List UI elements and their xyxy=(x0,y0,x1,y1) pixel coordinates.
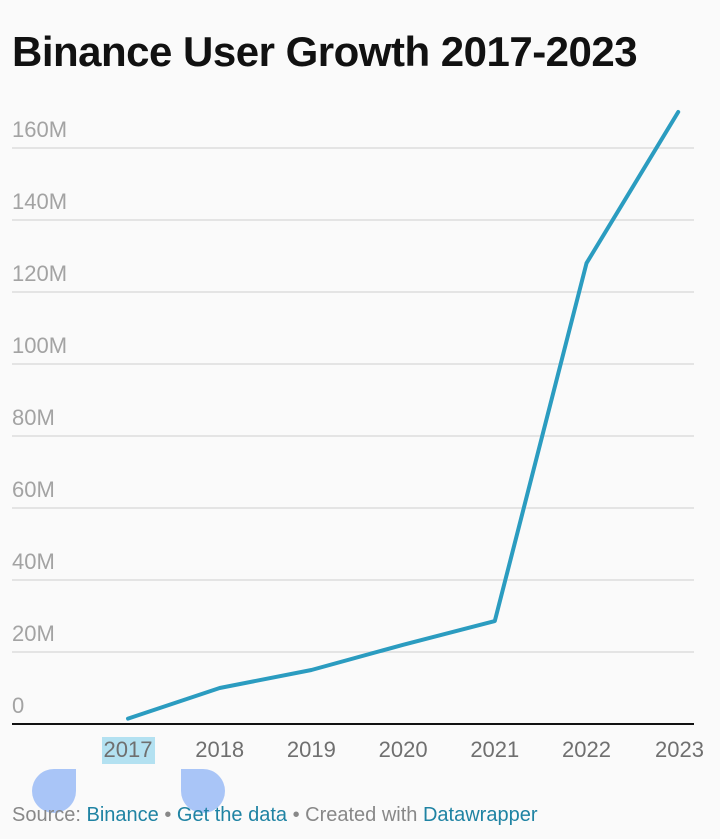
selection-handle-end[interactable] xyxy=(181,769,225,813)
x-tick-label: 2021 xyxy=(470,737,519,762)
chart-footer: Source: Binance • Get the data • Created… xyxy=(12,804,538,827)
x-tick-label: 2018 xyxy=(195,737,244,762)
created-with-label: Created with xyxy=(305,804,418,826)
selection-highlight xyxy=(102,737,155,764)
x-tick-label: 2020 xyxy=(379,737,428,762)
get-data-link[interactable]: Get the data xyxy=(176,804,287,826)
y-tick-label: 60M xyxy=(12,477,55,502)
datawrapper-link[interactable]: Datawrapper xyxy=(422,804,538,826)
x-tick-label: 2019 xyxy=(287,737,336,762)
y-tick-label: 0 xyxy=(12,693,24,718)
source-label: Source: xyxy=(12,804,81,826)
x-axis-ticks: 2017 2018 2019 2020 2021 2022 2023 xyxy=(104,737,704,762)
chart-title: Binance User Growth 2017-2023 xyxy=(12,28,638,75)
separator: • xyxy=(292,804,300,826)
series xyxy=(126,110,681,721)
y-tick-label: 140M xyxy=(12,189,67,214)
y-tick-label: 160M xyxy=(12,117,67,142)
x-tick-label: 2022 xyxy=(562,737,611,762)
y-tick-label: 100M xyxy=(12,333,67,358)
x-tick-label: 2023 xyxy=(655,737,704,762)
text-selection-highlight xyxy=(102,737,155,764)
y-tick-label: 20M xyxy=(12,621,55,646)
source-link[interactable]: Binance xyxy=(86,804,159,826)
selection-handle-start[interactable] xyxy=(32,769,76,813)
y-tick-label: 40M xyxy=(12,549,55,574)
gridlines xyxy=(12,147,694,725)
y-axis-ticks: 0 20M 40M 60M 80M 100M 120M 140M 160M xyxy=(12,117,67,718)
series-line xyxy=(126,110,681,721)
separator: • xyxy=(164,804,172,826)
y-tick-label: 80M xyxy=(12,405,55,430)
y-tick-label: 120M xyxy=(12,261,67,286)
x-tick-label: 2017 xyxy=(104,737,153,762)
